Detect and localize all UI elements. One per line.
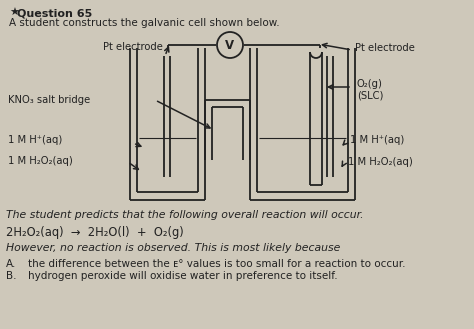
- Text: O₂(g): O₂(g): [357, 79, 383, 89]
- Text: V: V: [226, 39, 235, 52]
- Text: Pt electrode: Pt electrode: [103, 42, 163, 52]
- Text: B.: B.: [6, 271, 17, 281]
- Text: 1 M H⁺(aq): 1 M H⁺(aq): [8, 135, 62, 145]
- Text: 2H₂O₂(aq)  →  2H₂O(l)  +  O₂(g): 2H₂O₂(aq) → 2H₂O(l) + O₂(g): [6, 226, 184, 239]
- Text: Question 65: Question 65: [17, 8, 92, 18]
- Text: A student constructs the galvanic cell shown below.: A student constructs the galvanic cell s…: [9, 18, 280, 28]
- Text: hydrogen peroxide will oxidise water in preference to itself.: hydrogen peroxide will oxidise water in …: [28, 271, 337, 281]
- Text: A.: A.: [6, 259, 17, 269]
- Text: (SLC): (SLC): [357, 90, 383, 100]
- Text: 1 M H₂O₂(aq): 1 M H₂O₂(aq): [8, 156, 73, 166]
- Text: The student predicts that the following overall reaction will occur.: The student predicts that the following …: [6, 210, 364, 220]
- Text: KNO₃ salt bridge: KNO₃ salt bridge: [8, 95, 90, 105]
- Text: However, no reaction is observed. This is most likely because: However, no reaction is observed. This i…: [6, 243, 340, 253]
- Text: 1 M H⁺(aq): 1 M H⁺(aq): [350, 135, 404, 145]
- Text: 1 M H₂O₂(aq): 1 M H₂O₂(aq): [348, 157, 413, 167]
- Text: Pt electrode: Pt electrode: [355, 43, 415, 53]
- Text: the difference between the ᴇ° values is too small for a reaction to occur.: the difference between the ᴇ° values is …: [28, 259, 405, 269]
- Text: ★: ★: [9, 8, 19, 18]
